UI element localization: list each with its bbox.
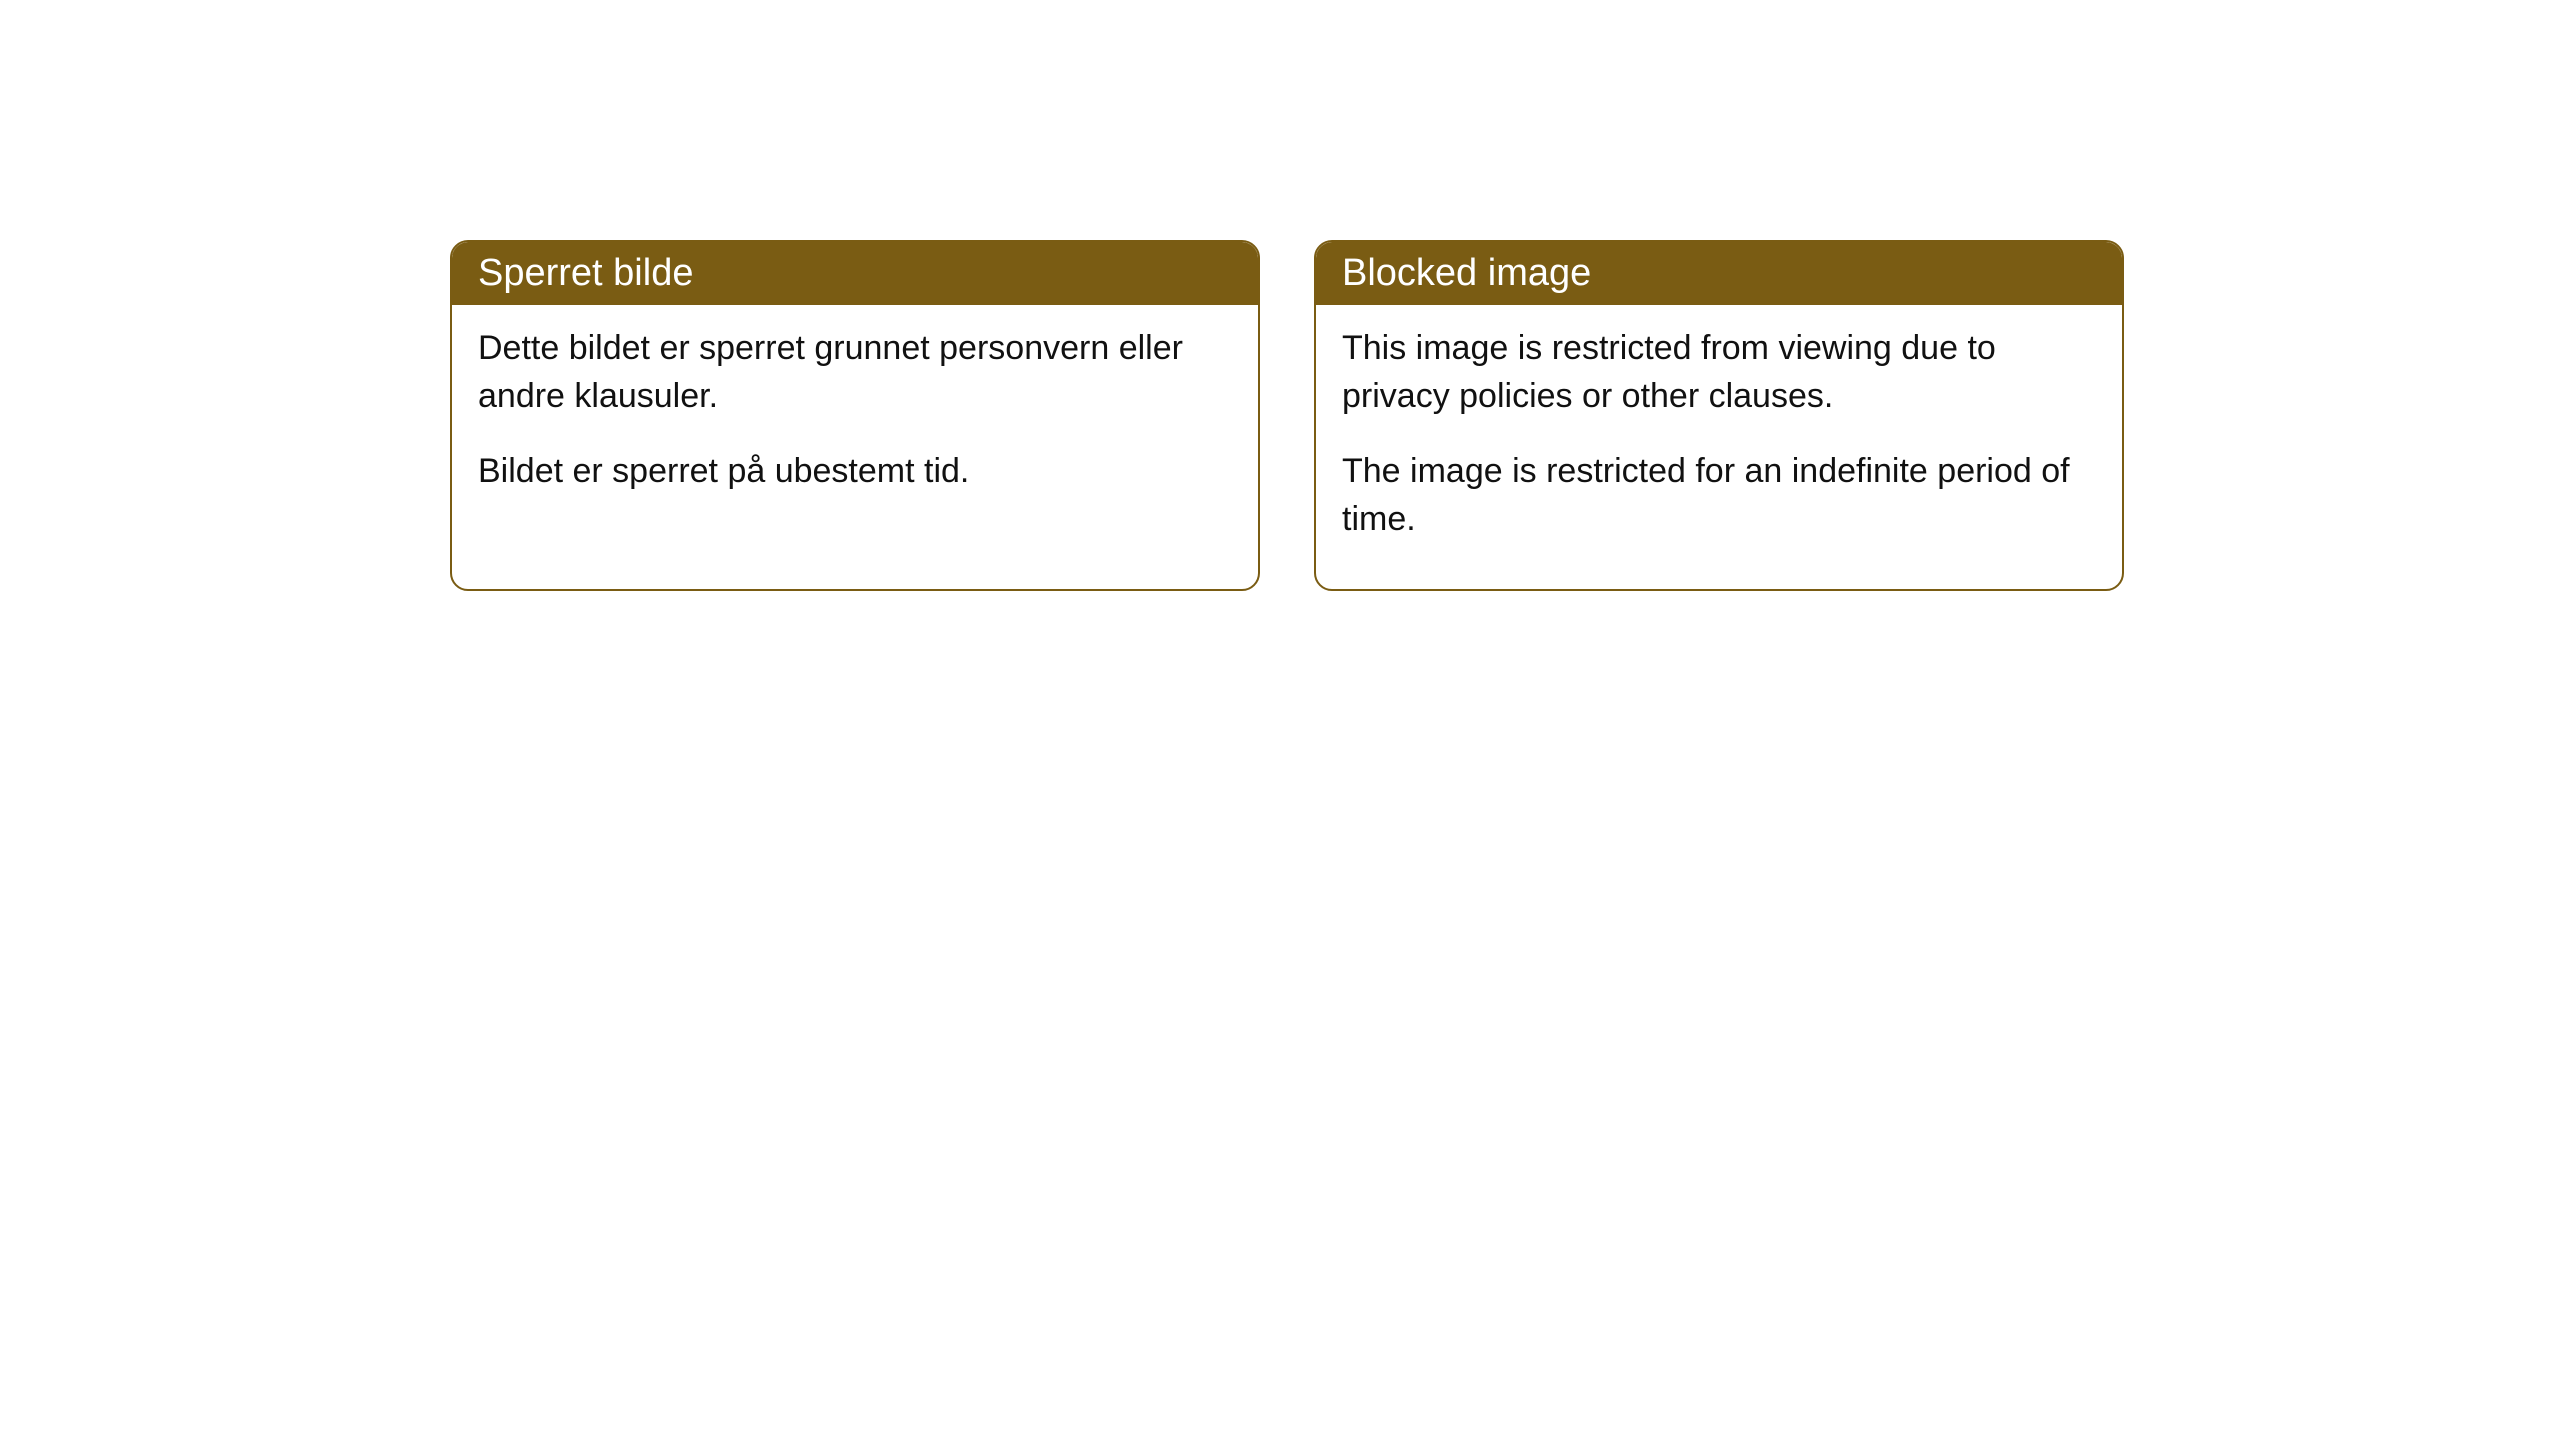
card-body: Dette bildet er sperret grunnet personve… (452, 305, 1258, 542)
card-paragraph: Dette bildet er sperret grunnet personve… (478, 325, 1232, 420)
card-header: Sperret bilde (452, 242, 1258, 305)
notice-card-norwegian: Sperret bilde Dette bildet er sperret gr… (450, 240, 1260, 591)
card-header: Blocked image (1316, 242, 2122, 305)
card-paragraph: This image is restricted from viewing du… (1342, 325, 2096, 420)
card-paragraph: The image is restricted for an indefinit… (1342, 448, 2096, 543)
notice-card-english: Blocked image This image is restricted f… (1314, 240, 2124, 591)
notice-cards-container: Sperret bilde Dette bildet er sperret gr… (450, 240, 2560, 591)
card-paragraph: Bildet er sperret på ubestemt tid. (478, 448, 1232, 496)
card-body: This image is restricted from viewing du… (1316, 305, 2122, 589)
